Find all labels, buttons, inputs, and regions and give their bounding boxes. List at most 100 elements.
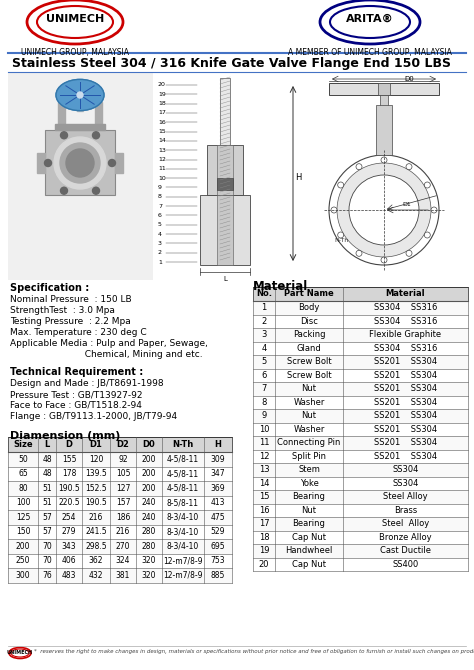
Text: Applicable Media : Pulp and Paper, Sewage,: Applicable Media : Pulp and Paper, Sewag…	[10, 339, 208, 348]
Bar	[207, 145, 243, 195]
Text: UNIMECH: UNIMECH	[46, 14, 104, 24]
Text: 254: 254	[62, 513, 76, 522]
Text: 220.5: 220.5	[58, 498, 80, 507]
Text: Screw Bolt: Screw Bolt	[287, 371, 331, 380]
Bar	[253, 463, 468, 476]
Text: 12: 12	[259, 452, 269, 461]
Text: 7: 7	[261, 385, 267, 393]
Circle shape	[61, 187, 67, 194]
Text: 51: 51	[42, 498, 52, 507]
Bar	[253, 544, 468, 557]
Text: 8-3/4-10: 8-3/4-10	[167, 542, 199, 551]
Text: Body: Body	[298, 304, 319, 312]
Text: 11: 11	[158, 166, 166, 172]
Text: D1: D1	[402, 202, 411, 207]
Circle shape	[381, 257, 387, 263]
Text: 8: 8	[261, 398, 267, 407]
Text: 65: 65	[18, 469, 28, 478]
Bar	[253, 287, 468, 301]
Text: 48: 48	[42, 469, 52, 478]
Circle shape	[356, 251, 362, 257]
Bar	[253, 423, 468, 436]
Text: SS400: SS400	[392, 559, 419, 569]
Text: 12-m7/8-9: 12-m7/8-9	[163, 571, 203, 580]
Bar	[253, 342, 468, 355]
Text: Chemical, Mining and etc.: Chemical, Mining and etc.	[10, 350, 202, 359]
Text: 57: 57	[42, 527, 52, 536]
Text: 475: 475	[210, 513, 225, 522]
Bar	[302, 73, 466, 280]
Text: 10: 10	[259, 425, 269, 433]
Text: N-Th: N-Th	[173, 440, 193, 449]
Text: 343: 343	[62, 542, 76, 551]
Bar	[8, 481, 232, 496]
Text: Stem: Stem	[298, 465, 320, 474]
Text: SS304    SS316: SS304 SS316	[374, 317, 437, 326]
Circle shape	[109, 159, 116, 167]
Text: Flange : GB/T9113.1-2000, JB/T79-94: Flange : GB/T9113.1-2000, JB/T79-94	[10, 412, 177, 421]
Text: SS304: SS304	[392, 465, 419, 474]
Text: 1: 1	[261, 304, 266, 312]
Circle shape	[92, 132, 100, 139]
Text: 381: 381	[116, 571, 130, 580]
Text: 125: 125	[16, 513, 30, 522]
Text: 8: 8	[158, 194, 162, 199]
Circle shape	[66, 149, 94, 177]
Text: Nut: Nut	[301, 411, 317, 420]
Text: Disc: Disc	[300, 317, 318, 326]
Text: 362: 362	[89, 556, 103, 565]
Text: 76: 76	[42, 571, 52, 580]
Circle shape	[356, 163, 362, 170]
Text: 100: 100	[16, 498, 30, 507]
Text: StrengthTest  : 3.0 Mpa: StrengthTest : 3.0 Mpa	[10, 306, 115, 315]
Bar	[380, 95, 388, 170]
Text: Cast Ductile: Cast Ductile	[380, 546, 431, 555]
Bar	[8, 466, 232, 481]
Bar	[8, 525, 232, 539]
Text: Material: Material	[253, 280, 308, 293]
Text: 80: 80	[18, 484, 28, 492]
Text: Washer: Washer	[293, 398, 325, 407]
Text: A MEMBER OF UNIMECH GROUP, MALAYSIA: A MEMBER OF UNIMECH GROUP, MALAYSIA	[288, 48, 452, 57]
Text: 6: 6	[261, 371, 267, 380]
Text: 127: 127	[116, 484, 130, 492]
Bar	[8, 73, 153, 280]
Text: 12: 12	[158, 157, 166, 162]
Bar	[253, 382, 468, 395]
Circle shape	[92, 187, 100, 194]
Text: 8-3/4-10: 8-3/4-10	[167, 513, 199, 522]
Text: 347: 347	[210, 469, 225, 478]
Text: 17: 17	[259, 519, 269, 528]
Circle shape	[45, 159, 52, 167]
Text: 413: 413	[211, 498, 225, 507]
Text: 120: 120	[89, 455, 103, 464]
Text: 7: 7	[158, 204, 162, 208]
Text: Design and Made : JB/T8691-1998: Design and Made : JB/T8691-1998	[10, 379, 164, 388]
Circle shape	[331, 207, 337, 213]
Circle shape	[381, 157, 387, 163]
Text: 4-5/8-11: 4-5/8-11	[167, 469, 199, 478]
Text: 139.5: 139.5	[85, 469, 107, 478]
Circle shape	[424, 182, 430, 188]
Text: ARITA®: ARITA®	[346, 14, 394, 24]
Text: 280: 280	[142, 527, 156, 536]
Bar	[253, 301, 468, 314]
Text: 9: 9	[261, 411, 266, 420]
Circle shape	[349, 175, 419, 245]
Bar	[220, 78, 230, 265]
Bar	[253, 557, 468, 571]
Text: 9: 9	[158, 185, 162, 190]
Bar	[8, 510, 232, 525]
Text: Specification :: Specification :	[10, 283, 89, 293]
Text: SS201    SS304: SS201 SS304	[374, 452, 437, 461]
Text: 3: 3	[158, 241, 162, 246]
Text: SS201    SS304: SS201 SS304	[374, 371, 437, 380]
Text: Material: Material	[386, 289, 425, 299]
Text: 18: 18	[259, 533, 269, 542]
Circle shape	[424, 232, 430, 238]
Text: Brass: Brass	[394, 506, 417, 515]
Text: No.: No.	[256, 289, 272, 299]
Text: 200: 200	[142, 455, 156, 464]
Bar	[253, 355, 468, 369]
Bar	[115, 153, 123, 173]
